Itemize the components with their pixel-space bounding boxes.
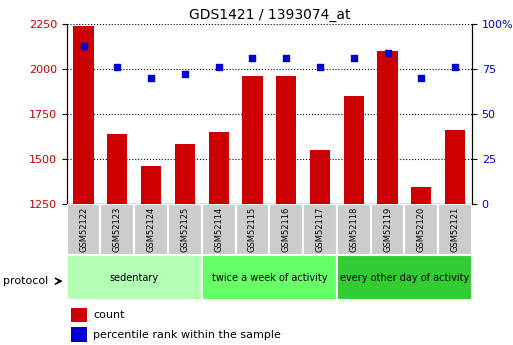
Bar bbox=[235, 204, 269, 255]
Bar bbox=[404, 204, 438, 255]
Text: GSM52120: GSM52120 bbox=[417, 207, 426, 252]
Bar bbox=[67, 255, 202, 300]
Bar bbox=[71, 308, 87, 322]
Bar bbox=[107, 134, 127, 204]
Text: GSM52121: GSM52121 bbox=[450, 207, 460, 252]
Point bbox=[248, 56, 256, 61]
Bar bbox=[202, 204, 235, 255]
Bar bbox=[101, 204, 134, 255]
Point bbox=[350, 56, 358, 61]
Point bbox=[417, 75, 425, 81]
Point bbox=[80, 43, 88, 48]
Title: GDS1421 / 1393074_at: GDS1421 / 1393074_at bbox=[189, 8, 350, 22]
Bar bbox=[370, 204, 404, 255]
Bar bbox=[445, 130, 465, 204]
Text: count: count bbox=[93, 310, 125, 320]
Text: GSM52125: GSM52125 bbox=[181, 207, 189, 252]
Bar bbox=[71, 327, 87, 342]
Point bbox=[113, 65, 122, 70]
Text: GSM52116: GSM52116 bbox=[282, 207, 291, 252]
Point bbox=[282, 56, 290, 61]
Bar bbox=[344, 96, 364, 204]
Text: GSM52118: GSM52118 bbox=[349, 207, 358, 252]
Bar bbox=[168, 204, 202, 255]
Bar bbox=[378, 51, 398, 204]
Text: every other day of activity: every other day of activity bbox=[340, 273, 469, 283]
Text: GSM52123: GSM52123 bbox=[113, 207, 122, 252]
Bar bbox=[242, 76, 263, 204]
Bar bbox=[73, 26, 94, 204]
Point bbox=[383, 50, 391, 56]
Text: GSM52119: GSM52119 bbox=[383, 207, 392, 252]
Bar bbox=[438, 204, 472, 255]
Text: percentile rank within the sample: percentile rank within the sample bbox=[93, 330, 281, 339]
Point bbox=[147, 75, 155, 81]
Point bbox=[214, 65, 223, 70]
Bar bbox=[175, 144, 195, 204]
Bar bbox=[337, 255, 472, 300]
Text: GSM52114: GSM52114 bbox=[214, 207, 223, 252]
Bar bbox=[134, 204, 168, 255]
Text: protocol: protocol bbox=[3, 276, 48, 286]
Bar bbox=[411, 187, 431, 204]
Bar bbox=[269, 204, 303, 255]
Point bbox=[451, 65, 459, 70]
Text: twice a week of activity: twice a week of activity bbox=[211, 273, 327, 283]
Bar bbox=[310, 150, 330, 204]
Text: GSM52117: GSM52117 bbox=[315, 207, 325, 252]
Bar bbox=[202, 255, 337, 300]
Bar bbox=[67, 204, 101, 255]
Text: GSM52124: GSM52124 bbox=[147, 207, 155, 252]
Bar bbox=[208, 132, 229, 204]
Text: sedentary: sedentary bbox=[110, 273, 159, 283]
Bar bbox=[141, 166, 161, 204]
Text: GSM52122: GSM52122 bbox=[79, 207, 88, 252]
Bar bbox=[337, 204, 370, 255]
Point bbox=[181, 72, 189, 77]
Point bbox=[316, 65, 324, 70]
Bar bbox=[303, 204, 337, 255]
Bar bbox=[276, 76, 297, 204]
Text: GSM52115: GSM52115 bbox=[248, 207, 257, 252]
